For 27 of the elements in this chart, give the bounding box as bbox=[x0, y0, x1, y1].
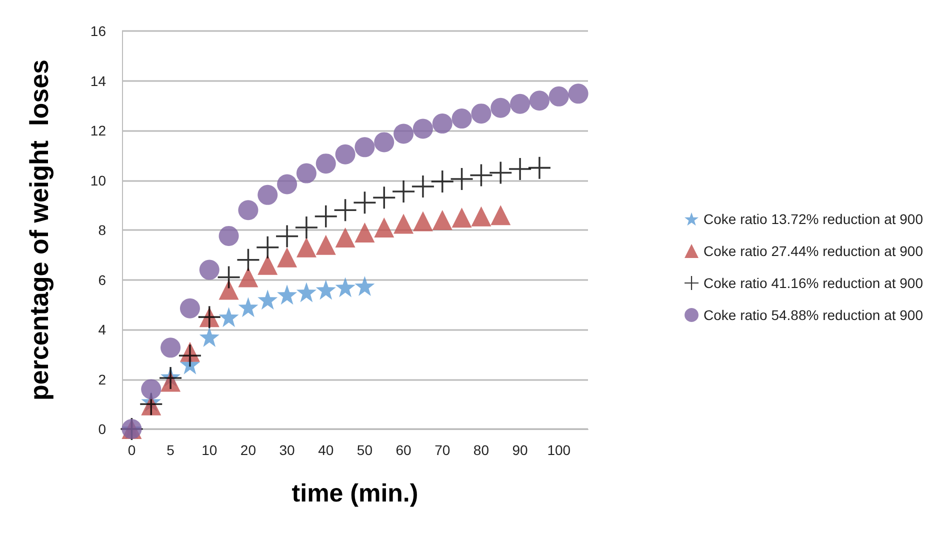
x-tick-label: 70 bbox=[434, 442, 450, 458]
x-tick-label: 60 bbox=[396, 442, 412, 458]
x-tick-label: 90 bbox=[512, 442, 528, 458]
x-axis-title: time (min.) bbox=[292, 480, 418, 508]
x-tick-label: 80 bbox=[473, 442, 490, 458]
x-tick-label: 0 bbox=[128, 442, 136, 458]
y-axis-title: percentage of weight loses bbox=[24, 60, 54, 400]
legend-label: Coke ratio 41.16% reduction at 900 bbox=[704, 275, 924, 291]
y-tick-label: 10 bbox=[90, 172, 106, 188]
y-tick-label: 2 bbox=[98, 371, 106, 388]
y-tick-label: 12 bbox=[90, 122, 106, 138]
x-tick-label: 20 bbox=[240, 442, 256, 458]
legend-label: Coke ratio 27.44% reduction at 900 bbox=[704, 243, 924, 259]
x-tick-label: 100 bbox=[547, 442, 571, 458]
x-tick-label: 5 bbox=[166, 442, 175, 458]
y-tick-label: 6 bbox=[98, 272, 106, 288]
y-tick-label: 4 bbox=[98, 322, 106, 338]
x-tick-label: 10 bbox=[202, 442, 218, 458]
x-tick-label: 30 bbox=[279, 442, 296, 458]
y-tick-label: 0 bbox=[98, 421, 106, 437]
legend-label: Coke ratio 13.72% reduction at 900 bbox=[704, 211, 924, 227]
legend-label: Coke ratio 54.88% reduction at 900 bbox=[704, 307, 924, 323]
x-tick-label: 50 bbox=[356, 442, 373, 458]
x-tick-label: 40 bbox=[318, 442, 334, 458]
y-tick-label: 14 bbox=[90, 72, 106, 89]
y-tick-label: 8 bbox=[98, 222, 106, 238]
y-tick-label: 16 bbox=[90, 23, 106, 39]
